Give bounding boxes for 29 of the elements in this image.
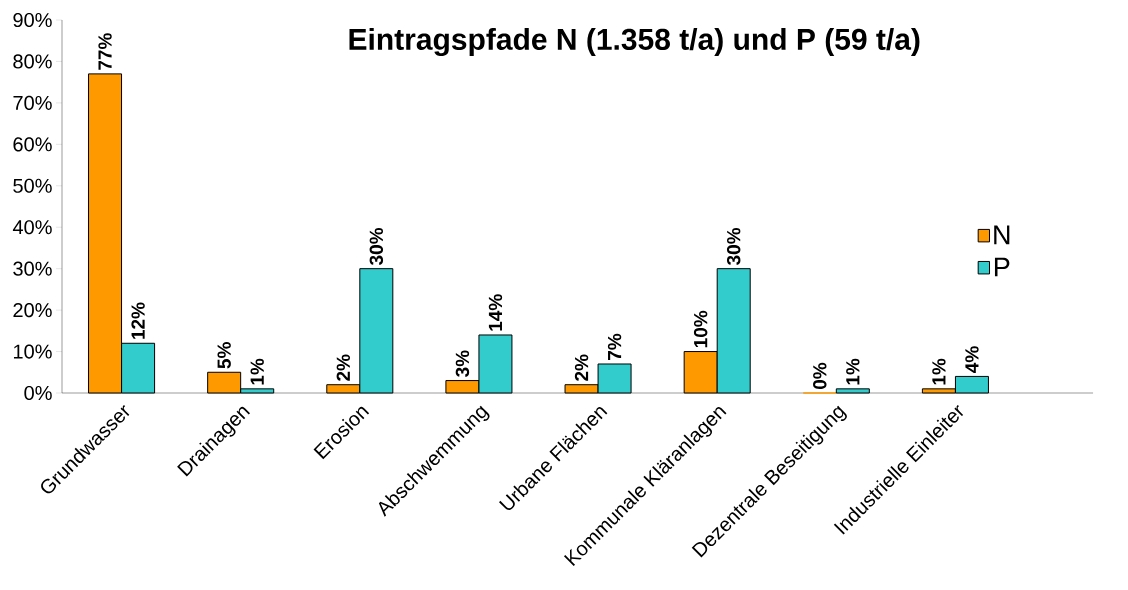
y-tick-label: 90% [13, 12, 52, 28]
y-tick-label: 20% [13, 303, 52, 318]
y-tick-label: 30% [13, 261, 52, 276]
data-label: 0% [813, 362, 827, 390]
y-tick-label: 80% [13, 54, 52, 69]
data-label: 14% [488, 294, 503, 331]
data-label: 10% [693, 310, 708, 348]
y-tick-label: 70% [13, 95, 52, 110]
data-label: 7% [607, 333, 622, 360]
data-label: 4% [965, 346, 979, 373]
data-label: 1% [250, 358, 264, 385]
y-tick-label: 0% [24, 385, 52, 401]
data-label: 2% [574, 354, 589, 381]
data-label: 30% [369, 227, 384, 266]
data-label: 12% [131, 302, 145, 339]
y-tick-label: 10% [13, 344, 52, 359]
y-tick-label: 60% [13, 137, 52, 152]
data-label: 1% [932, 358, 946, 385]
data-label: 3% [455, 350, 470, 377]
data-label: 30% [726, 227, 741, 266]
y-tick-label: 40% [12, 220, 52, 235]
chart-title: Eintragspfade N (1.358 t/a) und P (59 t/a) [349, 27, 920, 57]
legend-label: P [994, 257, 1010, 277]
data-label: 1% [846, 358, 860, 385]
data-label: 77% [98, 33, 112, 70]
legend-label: N [994, 225, 1010, 245]
data-label: 5% [217, 342, 231, 369]
data-label: 2% [336, 354, 351, 381]
y-tick-label: 50% [13, 178, 52, 193]
